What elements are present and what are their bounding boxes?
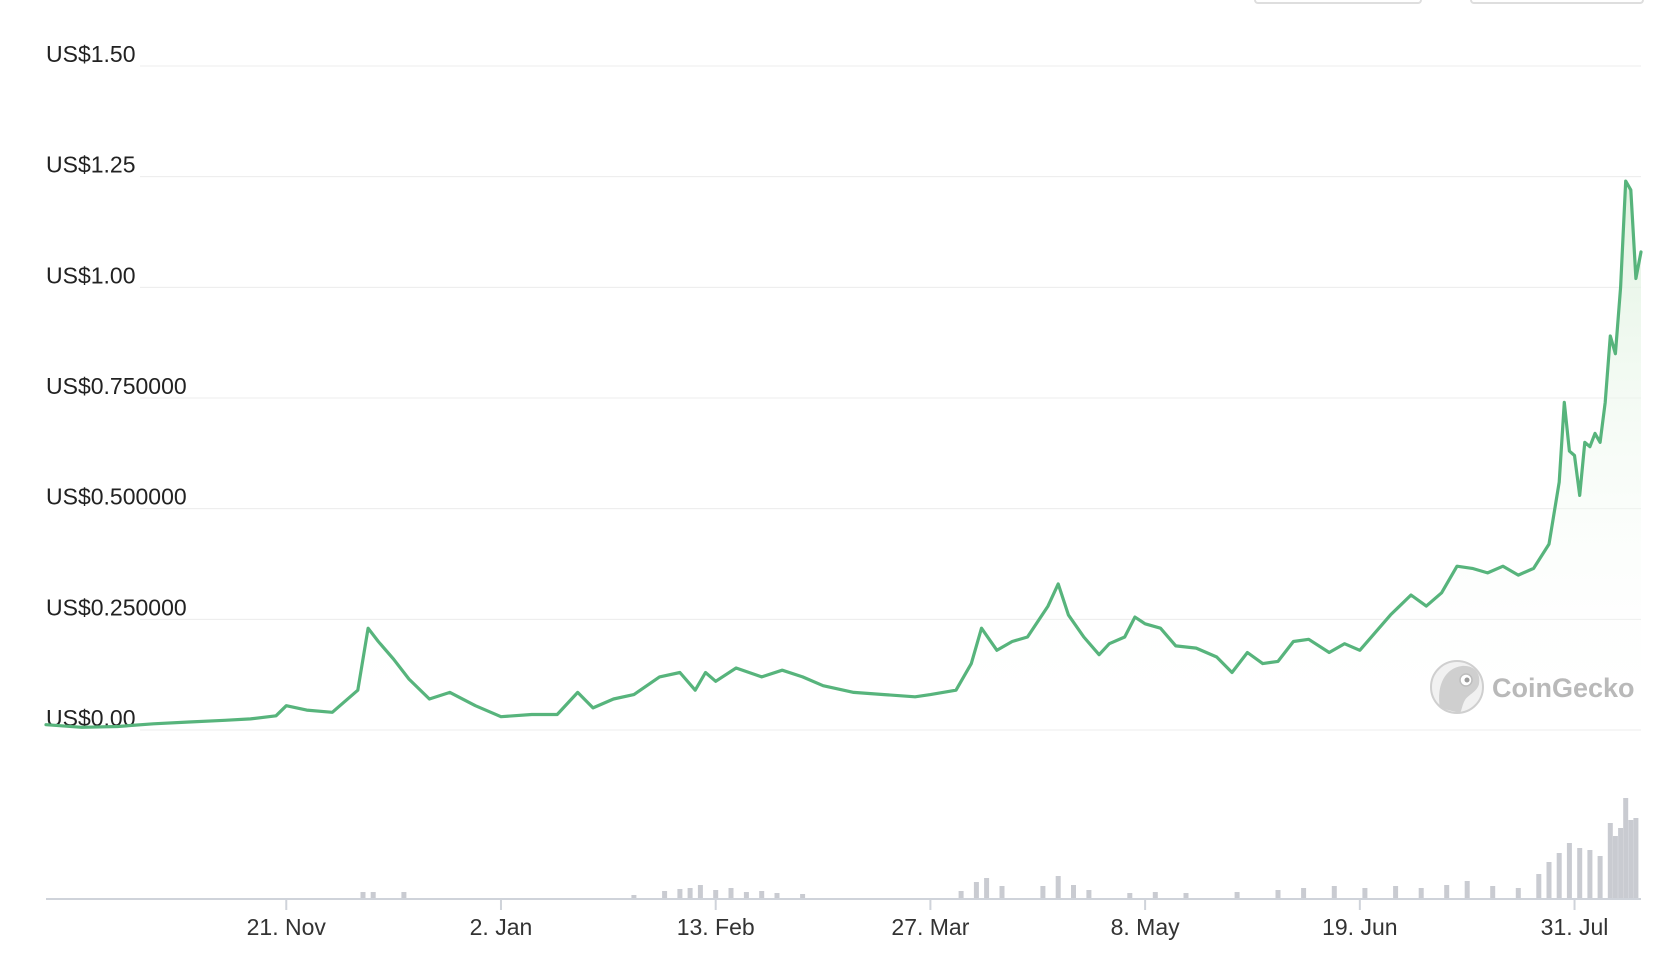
volume-bar-39 <box>1566 843 1572 898</box>
volume-bar-46 <box>1623 798 1629 898</box>
watermark-text: CoinGecko <box>1492 673 1635 703</box>
price-line-layer <box>44 179 1643 729</box>
volume-bar-12 <box>774 893 780 898</box>
price-line <box>44 179 1643 729</box>
volume-bar-1 <box>370 892 376 898</box>
volume-bar-7 <box>697 885 703 898</box>
x-tick-label-1: 2. Jan <box>470 914 533 940</box>
x-tick-label-6: 31. Jul <box>1541 914 1609 940</box>
y-tick-label-4: US$1.00 <box>46 262 136 288</box>
volume-bar-40 <box>1577 848 1583 898</box>
volume-bar-5 <box>677 889 683 898</box>
y-tick-label-6: US$1.50 <box>46 41 136 67</box>
range-button-left[interactable] <box>1254 0 1422 4</box>
volume-bar-13 <box>800 894 806 898</box>
volume-bar-47 <box>1628 820 1634 898</box>
volume-bar-25 <box>1234 892 1240 898</box>
volume-bar-34 <box>1490 886 1496 898</box>
volume-bar-48 <box>1633 818 1639 898</box>
y-tick-label-2: US$0.500000 <box>46 484 187 510</box>
volume-bar-23 <box>1152 892 1158 898</box>
volume-bar-29 <box>1362 888 1368 898</box>
volume-bar-3 <box>631 895 637 898</box>
volume-bar-10 <box>743 892 749 898</box>
volume-bar-8 <box>713 890 719 898</box>
volume-bar-26 <box>1275 890 1281 898</box>
coingecko-watermark: CoinGecko <box>1430 660 1635 714</box>
volume-bar-22 <box>1127 893 1133 898</box>
volume-bar-33 <box>1464 881 1470 898</box>
volume-bars <box>360 798 1639 898</box>
y-tick-label-3: US$0.750000 <box>46 373 187 399</box>
volume-bar-14 <box>958 891 964 898</box>
x-tick-label-3: 27. Mar <box>891 914 969 940</box>
x-tick-label-4: 8. May <box>1111 914 1181 940</box>
volume-bar-6 <box>687 888 693 898</box>
x-tick-label-0: 21. Nov <box>247 914 327 940</box>
volume-bar-36 <box>1536 874 1542 898</box>
volume-bar-16 <box>984 878 990 898</box>
volume-bar-9 <box>728 888 734 898</box>
volume-bar-38 <box>1556 853 1562 898</box>
volume-bar-18 <box>1040 886 1046 898</box>
y-tick-label-5: US$1.25 <box>46 152 136 178</box>
gecko-logo-icon <box>1430 660 1484 714</box>
x-axis: 21. Nov 2. Jan 13. Feb 27. Mar 8. May 19. Jun… <box>46 898 1641 940</box>
volume-bar-15 <box>973 882 979 898</box>
volume-bar-20 <box>1071 885 1076 898</box>
volume-bar-44 <box>1612 836 1618 898</box>
volume-bar-24 <box>1183 893 1189 898</box>
volume-bar-21 <box>1086 890 1092 898</box>
volume-bar-2 <box>401 892 407 898</box>
volume-bar-37 <box>1546 862 1552 898</box>
volume-bar-42 <box>1597 856 1603 898</box>
volume-bar-27 <box>1301 888 1307 898</box>
volume-bar-17 <box>999 886 1005 898</box>
volume-bar-30 <box>1393 886 1399 898</box>
x-tick-label-2: 13. Feb <box>677 914 755 940</box>
volume-bar-0 <box>360 892 366 898</box>
volume-bar-35 <box>1515 888 1521 898</box>
volume-bar-4 <box>662 891 668 898</box>
volume-bar-19 <box>1055 876 1061 898</box>
volume-bar-41 <box>1587 850 1593 898</box>
range-button-right[interactable] <box>1470 0 1644 4</box>
volume-bar-28 <box>1331 886 1337 898</box>
price-area-fill <box>46 181 1641 731</box>
price-area <box>46 181 1641 731</box>
volume-bar-32 <box>1444 885 1450 898</box>
volume-bar-43 <box>1607 823 1613 898</box>
y-tick-label-1: US$0.250000 <box>46 594 187 620</box>
volume-bar-11 <box>759 891 765 898</box>
x-tick-label-5: 19. Jun <box>1322 914 1397 940</box>
volume-bar-45 <box>1618 828 1624 898</box>
y-axis-labels: US$0.00US$0.250000US$0.500000US$0.750000… <box>46 41 187 731</box>
gridlines <box>140 65 1641 731</box>
volume-bar-31 <box>1418 888 1424 898</box>
